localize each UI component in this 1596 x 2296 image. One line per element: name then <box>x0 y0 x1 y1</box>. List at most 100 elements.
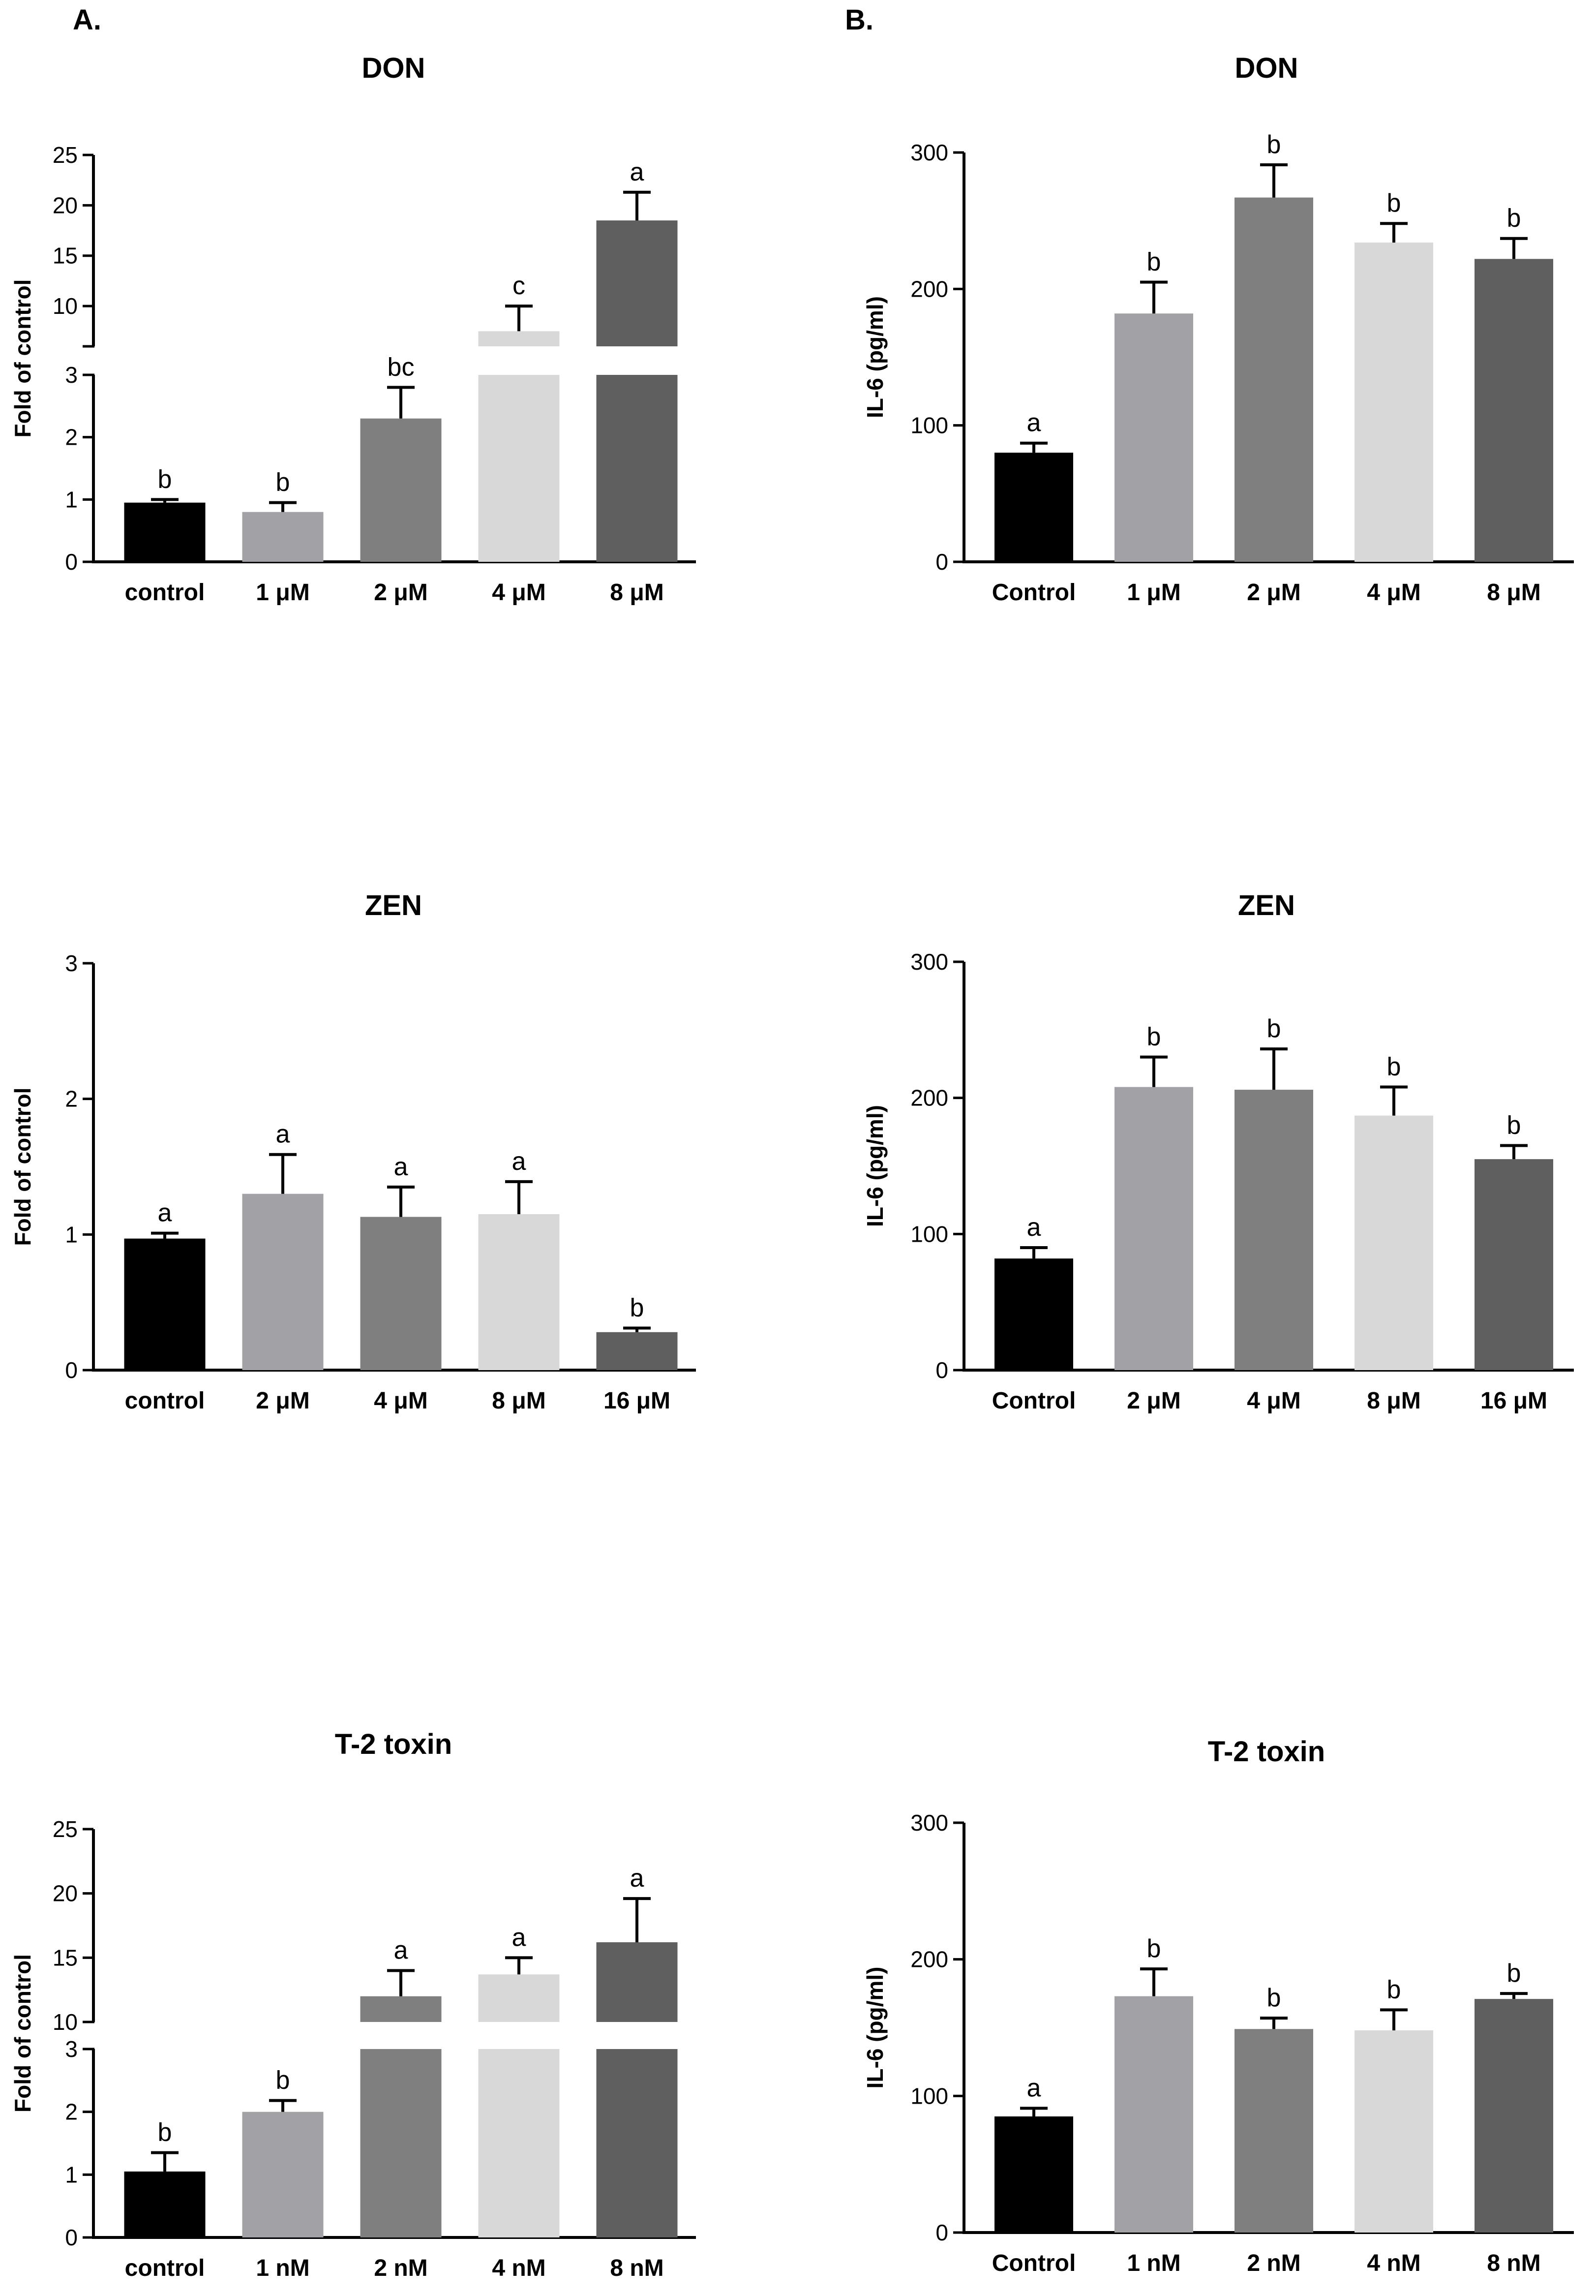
x-tick-label: 4 nM <box>492 2255 545 2281</box>
x-tick-label: 1 nM <box>256 2255 309 2281</box>
bar <box>596 2049 678 2237</box>
x-tick-label: 8 μM <box>610 580 663 606</box>
x-tick-label: 8 μM <box>1487 580 1540 606</box>
y-tick-label: 10 <box>53 2009 78 2035</box>
bar <box>242 512 324 562</box>
x-tick-label: Control <box>992 580 1076 606</box>
x-tick-label: 2 μM <box>374 580 427 606</box>
x-tick-label: 2 nM <box>1247 2250 1300 2276</box>
x-tick-label: 4 μM <box>1247 1388 1300 1414</box>
chart-t2-il6: T-2 toxin IL-6 (pg/ml) 0 100 200 300 a Control b… <box>862 1736 1574 2276</box>
y-tick-label: 20 <box>53 1881 78 1906</box>
bar <box>1355 2030 1433 2233</box>
x-tick-label: Control <box>992 2250 1076 2276</box>
y-tick-label: 300 <box>910 140 948 165</box>
bar <box>1235 1090 1313 1370</box>
y-axis-label: Fold of control <box>10 1954 35 2112</box>
significance-label: b <box>1507 204 1521 233</box>
bar <box>124 2171 206 2237</box>
bar <box>478 375 560 562</box>
x-tick-label: 16 μM <box>1480 1388 1547 1414</box>
significance-label: a <box>1027 1213 1041 1242</box>
significance-label: b <box>1147 247 1161 276</box>
significance-label: b <box>276 2066 290 2095</box>
x-tick-label: 2 μM <box>1247 580 1300 606</box>
y-tick-label: 200 <box>910 1085 948 1111</box>
y-tick-label: 300 <box>910 949 948 975</box>
y-tick-label: 25 <box>53 142 78 168</box>
chart-zen-fold: ZEN Fold of control 0 1 2 3 a control a 2 μM a 4 μM… <box>10 889 696 1414</box>
bar-upper-segment <box>596 220 678 346</box>
x-tick-label: 4 nM <box>1367 2250 1420 2276</box>
bar <box>242 1194 324 1370</box>
y-tick-label: 100 <box>910 1221 948 1247</box>
bar <box>1475 259 1553 562</box>
significance-label: a <box>158 1199 172 1227</box>
x-tick-label: 4 μM <box>492 580 545 606</box>
x-tick-label: 2 μM <box>1127 1388 1180 1414</box>
significance-label: a <box>512 1923 526 1952</box>
x-tick-label: 2 nM <box>374 2255 427 2281</box>
significance-label: b <box>1387 1053 1401 1081</box>
bar <box>1114 1996 1193 2233</box>
bar-upper-segment <box>478 1974 560 2022</box>
significance-label: b <box>276 468 290 497</box>
significance-label: b <box>158 465 172 493</box>
significance-label: a <box>1027 2074 1041 2102</box>
chart-title: ZEN <box>365 889 422 921</box>
bar <box>1235 2029 1313 2233</box>
y-axis-label: Fold of control <box>10 1088 35 1246</box>
y-tick-label: 2 <box>65 2099 78 2125</box>
significance-label: a <box>630 158 644 186</box>
bar <box>596 375 678 562</box>
chart-title: DON <box>362 52 425 84</box>
x-tick-label: 1 μM <box>1127 580 1180 606</box>
bar <box>994 1258 1073 1370</box>
y-tick-label: 1 <box>65 2162 78 2187</box>
y-tick-label: 200 <box>910 276 948 302</box>
chart-don-il6: DON IL-6 (pg/ml) 0 100 200 300 a Control b 1 μM b 2… <box>862 52 1574 606</box>
bar <box>124 1238 206 1370</box>
y-tick-label: 2 <box>65 1086 78 1112</box>
bar <box>994 453 1073 562</box>
bar <box>242 2112 324 2237</box>
x-tick-label: 8 μM <box>492 1388 545 1414</box>
chart-t2-fold: T-2 toxin Fold of control 0 1 2 310 15 20 25 b con… <box>10 1728 696 2281</box>
significance-label: b <box>1267 1014 1281 1043</box>
x-tick-label: 1 μM <box>256 580 309 606</box>
panel-b-label: B. <box>845 4 873 36</box>
y-tick-label: 0 <box>65 1357 78 1383</box>
y-tick-label: 20 <box>53 192 78 218</box>
significance-label: b <box>630 1294 644 1322</box>
significance-label: b <box>1507 1111 1521 1140</box>
significance-label: a <box>630 1864 644 1893</box>
chart-title: DON <box>1235 52 1298 84</box>
x-tick-label: 4 μM <box>1367 580 1420 606</box>
y-axis-label: IL-6 (pg/ml) <box>862 1105 888 1227</box>
bar <box>1235 197 1313 562</box>
bar-upper-segment <box>360 1996 442 2022</box>
y-axis-label: Fold of control <box>10 279 35 438</box>
x-tick-label: Control <box>992 1388 1076 1414</box>
chart-title: T-2 toxin <box>335 1728 452 1760</box>
y-tick-label: 1 <box>65 1222 78 1247</box>
y-tick-label: 0 <box>935 549 948 575</box>
bar <box>360 418 442 562</box>
y-tick-label: 0 <box>935 2220 948 2245</box>
bar <box>596 1332 678 1370</box>
bar <box>1114 313 1193 562</box>
y-tick-label: 3 <box>65 362 78 388</box>
y-tick-label: 100 <box>910 2083 948 2109</box>
bar <box>478 1214 560 1370</box>
y-tick-label: 200 <box>910 1947 948 1972</box>
significance-label: a <box>394 1153 408 1181</box>
x-tick-label: 2 μM <box>256 1388 309 1414</box>
y-axis-label: IL-6 (pg/ml) <box>862 1967 888 2089</box>
bar <box>994 2116 1073 2233</box>
significance-label: a <box>394 1936 408 1964</box>
y-tick-label: 0 <box>65 549 78 575</box>
y-tick-label: 0 <box>65 2225 78 2250</box>
bar <box>360 2049 442 2237</box>
y-tick-label: 100 <box>910 413 948 438</box>
